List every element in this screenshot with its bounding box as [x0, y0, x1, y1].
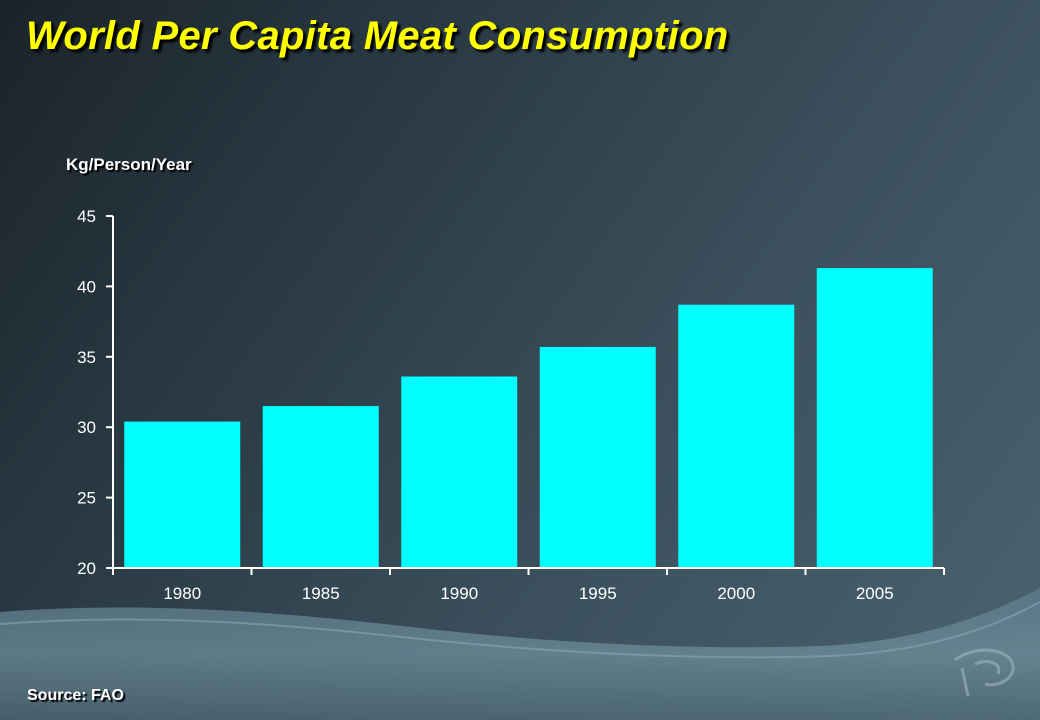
- bar-1980: [124, 421, 241, 568]
- logo-icon: [954, 648, 1015, 697]
- y-tick-label-20: 20: [77, 559, 96, 578]
- bar-2005: [816, 268, 933, 568]
- bar-1995: [539, 346, 656, 568]
- y-tick-label-25: 25: [77, 489, 96, 508]
- y-tick-label-30: 30: [77, 418, 96, 437]
- x-tick-label-1990: 1990: [440, 584, 478, 603]
- bar-1985: [262, 406, 379, 568]
- bar-1990: [401, 376, 518, 568]
- y-axis-unit-label: Kg/Person/Year: [66, 155, 192, 174]
- x-tick-label-2005: 2005: [856, 584, 894, 603]
- x-tick-label-1980: 1980: [163, 584, 201, 603]
- x-tick-label-1985: 1985: [302, 584, 340, 603]
- y-tick-label-35: 35: [77, 348, 96, 367]
- x-tick-label-1995: 1995: [579, 584, 617, 603]
- y-tick-label-45: 45: [77, 207, 96, 226]
- y-tick-label-40: 40: [77, 277, 96, 296]
- x-tick-label-2000: 2000: [717, 584, 755, 603]
- source-note: Source: FAO: [27, 687, 124, 704]
- slide-title: World Per Capita Meat Consumption: [26, 14, 729, 58]
- bar-2000: [678, 304, 795, 568]
